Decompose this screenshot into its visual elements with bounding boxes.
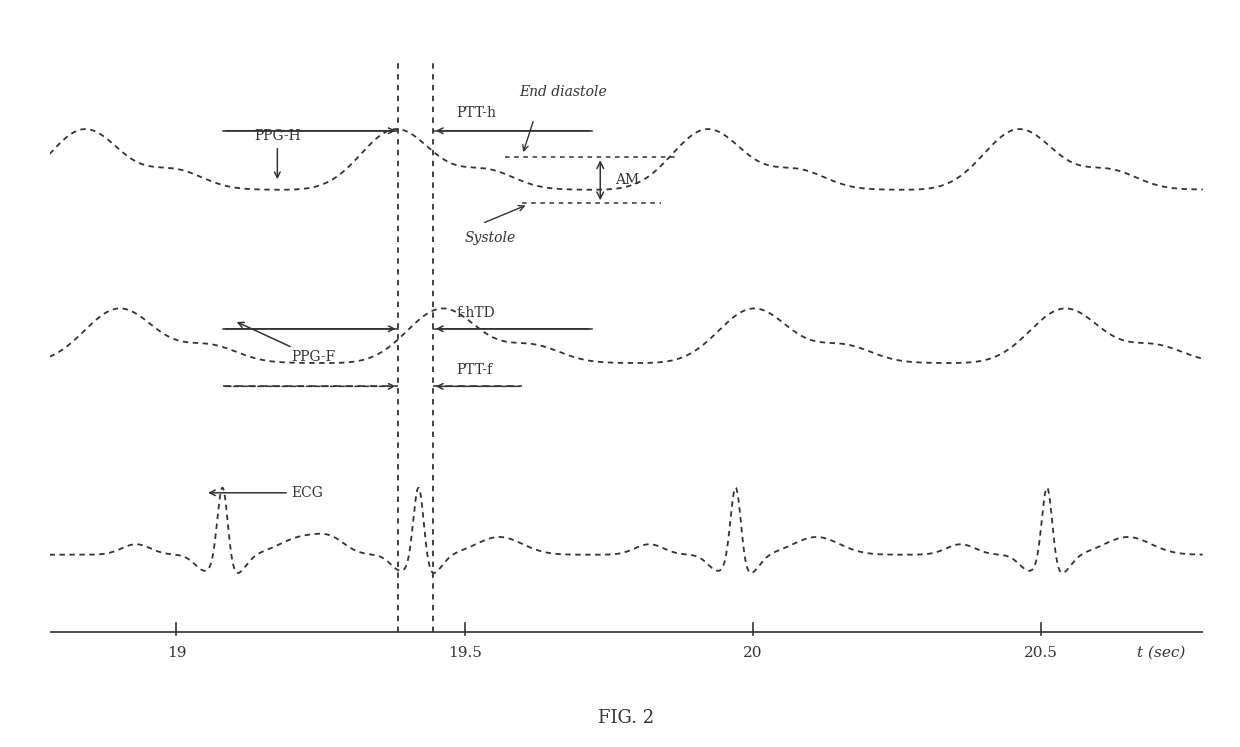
Text: 20: 20 bbox=[743, 645, 763, 660]
Text: 19.5: 19.5 bbox=[448, 645, 481, 660]
Text: 20.5: 20.5 bbox=[1024, 645, 1058, 660]
Text: t (sec): t (sec) bbox=[1137, 645, 1185, 660]
Text: 19: 19 bbox=[166, 645, 186, 660]
Text: PPG-F: PPG-F bbox=[238, 323, 336, 365]
Text: ECG: ECG bbox=[210, 486, 324, 500]
Text: End diastole: End diastole bbox=[518, 84, 606, 99]
Text: PTT-f: PTT-f bbox=[456, 363, 492, 377]
Text: AM: AM bbox=[615, 173, 639, 187]
Text: PPG-H: PPG-H bbox=[254, 129, 300, 178]
Text: FIG. 2: FIG. 2 bbox=[598, 710, 655, 728]
Text: f-hTD: f-hTD bbox=[456, 306, 495, 320]
Text: Systole: Systole bbox=[465, 231, 516, 245]
Text: PTT-h: PTT-h bbox=[456, 105, 496, 120]
